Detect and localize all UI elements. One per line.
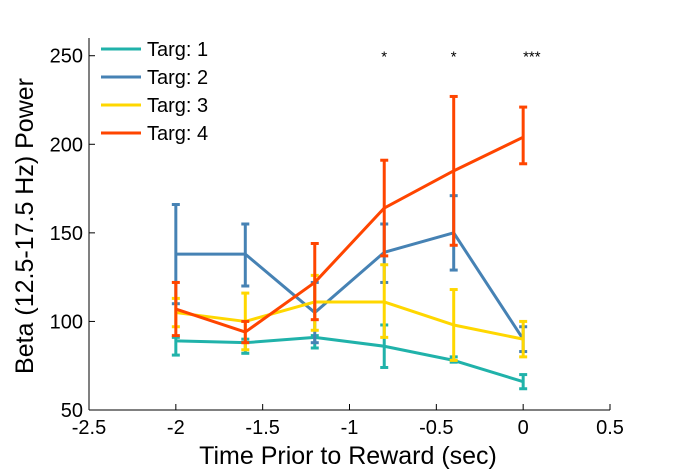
significance-marker: *** [523, 49, 541, 66]
x-tick-label: -0.5 [419, 417, 453, 439]
series-layer [171, 94, 528, 391]
series-line [175, 300, 524, 341]
y-axis-label: Beta (12.5-17.5 Hz) Power [11, 78, 39, 374]
legend-label: Targ: 4 [147, 123, 208, 145]
legend-label: Targ: 3 [147, 95, 208, 117]
x-tick-label: -1.5 [245, 417, 279, 439]
series-line [175, 335, 524, 384]
significance-marker: * [451, 49, 457, 66]
x-tick-label: -2 [167, 417, 185, 439]
annotations: * * *** [381, 49, 540, 66]
series-line [175, 135, 524, 334]
axes: -2.5 -2 -1.5 -1 -0.5 0 0.5 50 100 150 200 250 [50, 38, 624, 439]
legend-label: Targ: 1 [147, 39, 208, 61]
x-tick-label: -1 [341, 417, 359, 439]
x-tick-label: 0.5 [596, 417, 624, 439]
series-2 [171, 194, 528, 354]
legend: Targ: 1 Targ: 2 Targ: 3 Targ: 4 [101, 39, 208, 145]
y-tick-label: 50 [61, 400, 83, 422]
y-tick-label: 200 [50, 134, 83, 156]
significance-marker: * [381, 49, 387, 66]
y-tick-label: 150 [50, 223, 83, 245]
x-tick-label: -2.5 [72, 417, 106, 439]
series-3 [171, 263, 528, 362]
legend-label: Targ: 2 [147, 67, 208, 89]
series-line [175, 231, 525, 340]
x-axis-label: Time Prior to Reward (sec) [199, 442, 497, 470]
y-tick-label: 100 [50, 311, 83, 333]
y-tick-label: 250 [50, 46, 83, 68]
series-1 [171, 323, 528, 391]
series-4 [171, 94, 528, 345]
x-tick-label: 0 [518, 417, 529, 439]
